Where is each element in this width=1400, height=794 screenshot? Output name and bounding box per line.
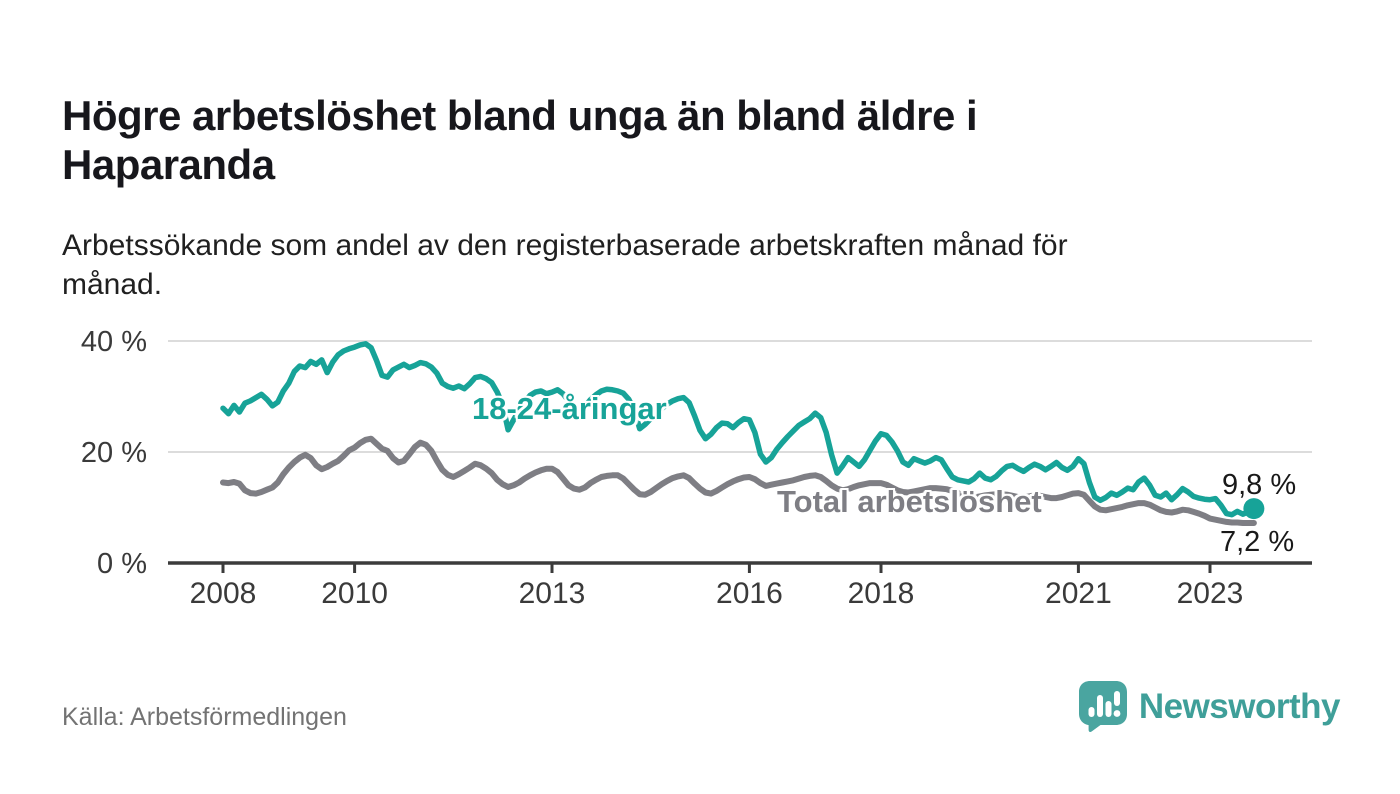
- page-title-line2: Haparanda: [62, 140, 275, 188]
- chart-subtitle-line1: Arbetssökande som andel av den registerb…: [62, 229, 1068, 262]
- page-title-line1: Högre arbetslöshet bland unga än bland ä…: [62, 92, 978, 140]
- series-label-youth: 18-24-åringar: [472, 391, 667, 426]
- end-dot: [1243, 498, 1265, 520]
- y-tick-label: 0 %: [97, 548, 147, 580]
- brand-name: Newsworthy: [1138, 686, 1341, 726]
- youth-line: [220, 341, 1257, 518]
- bar-2: [1096, 695, 1103, 717]
- chart-subtitle-line2: månad.: [62, 268, 163, 301]
- exclamation-bar: [1113, 691, 1120, 706]
- x-tick-label: 2021: [1045, 577, 1112, 610]
- y-tick-label: 40 %: [81, 326, 147, 358]
- x-tick-label: 2010: [321, 577, 388, 610]
- x-tick-label: 2013: [519, 577, 586, 610]
- x-tick-label: 2018: [848, 577, 915, 610]
- bar-1: [1088, 707, 1095, 717]
- brand-logo: Newsworthy: [1078, 680, 1341, 733]
- x-tick-label: 2016: [716, 577, 783, 610]
- source-note: Källa: Arbetsförmedlingen: [62, 703, 347, 731]
- y-tick-label: 20 %: [81, 437, 147, 469]
- series-label-total: Total arbetslöshet: [777, 484, 1042, 519]
- exclamation-dot: [1113, 710, 1121, 717]
- x-tick-label: 2023: [1177, 577, 1244, 610]
- total-line: [220, 435, 1257, 526]
- chart-subtitle: Arbetssökande som andel av den registerb…: [62, 226, 1302, 304]
- end-value-total: 7,2 %: [1220, 526, 1295, 558]
- chart-svg: 0 % 20 % 40 % 2008 2010 2013 2016 2018 2021 2023: [81, 326, 1312, 610]
- x-tick-label: 2008: [190, 577, 257, 610]
- bar-3: [1105, 701, 1112, 717]
- newsworthy-icon: [1078, 681, 1127, 733]
- page-title: Högre arbetslöshet bland unga än bland ä…: [62, 92, 1332, 189]
- end-value-youth: 9,8 %: [1222, 469, 1297, 501]
